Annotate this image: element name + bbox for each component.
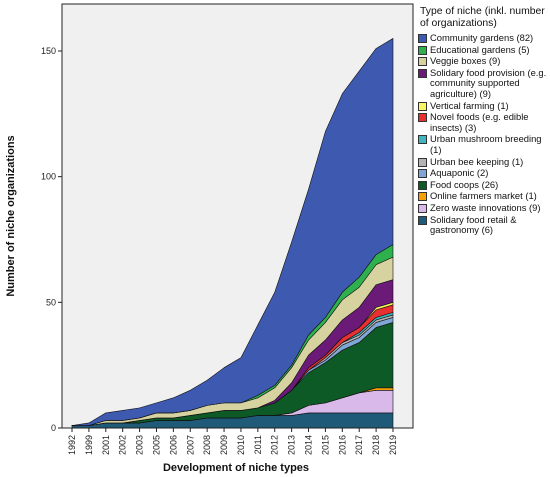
legend-item: Veggie boxes (9) [418, 56, 548, 67]
x-tick-label: 2008 [202, 435, 212, 455]
legend-label: Educational gardens (5) [430, 43, 530, 55]
legend-label: Aquaponic (2) [430, 167, 489, 179]
legend-swatch [418, 215, 427, 225]
y-axis-ticks: 0 50 100 150 [41, 46, 62, 433]
x-tick-label: 2016 [337, 435, 347, 455]
legend-label: Veggie boxes (9) [430, 55, 501, 67]
legend-item: Online farmers market (1) [418, 191, 548, 202]
legend-label: Food coops (26) [430, 178, 499, 190]
y-tick-label: 50 [46, 297, 56, 307]
legend-swatch [418, 57, 427, 67]
legend-swatch [418, 169, 427, 179]
legend-item: Zero waste innovations (9) [418, 201, 548, 214]
legend-label: Zero waste innovations (9) [430, 201, 541, 213]
legend-item: Aquaponic (2) [418, 168, 548, 179]
x-tick-label: 2007 [185, 435, 195, 455]
legend-label: Urban bee keeping (1) [430, 155, 524, 167]
x-tick-label: 2001 [101, 435, 111, 455]
x-tick-label: 2002 [118, 435, 128, 455]
x-tick-label: 2019 [388, 435, 398, 455]
legend-items: Community gardens (82) Educational garden… [418, 32, 548, 236]
legend-swatch [418, 157, 427, 167]
legend-label: Solidary food provision (e.g. community … [430, 66, 547, 99]
legend-swatch [418, 34, 427, 43]
legend-item: Community gardens (82) [418, 32, 548, 44]
legend-title: Type of niche (inkl. number of organizat… [420, 6, 545, 29]
x-tick-label: 2014 [304, 435, 314, 455]
legend-item: Urban bee keeping (1) [418, 155, 548, 168]
y-axis-title: Number of niche organizations [5, 135, 17, 296]
legend-label: Novel foods (e.g. edible insects) (3) [430, 111, 529, 133]
x-tick-label: 2013 [287, 435, 297, 455]
legend-swatch [418, 192, 427, 202]
x-tick-label: 2009 [219, 435, 229, 455]
x-tick-label: 2012 [270, 435, 280, 455]
y-tick-label: 150 [41, 46, 56, 56]
legend: Type of niche (inkl. number of organizat… [418, 6, 548, 237]
x-tick-label: 2010 [236, 435, 246, 455]
legend-swatch [418, 68, 427, 78]
legend-label: Online farmers market (1) [430, 190, 537, 202]
x-tick-label: 2018 [371, 435, 381, 455]
legend-swatch [418, 203, 427, 213]
legend-item: Solidary food retail & gastronomy (6) [418, 213, 548, 236]
legend-swatch [418, 180, 427, 190]
legend-label: Urban mushroom breeding (1) [430, 133, 542, 155]
x-axis-title: Development of niche types [163, 462, 309, 474]
legend-item: Food coops (26) [418, 178, 548, 191]
legend-item: Solidary food provision (e.g. community … [418, 66, 548, 100]
x-axis-ticks: 1992 1999 2001 2002 2003 2005 2006 2007 2008 2009… [67, 428, 398, 455]
legend-swatch [418, 45, 427, 55]
x-tick-label: 2011 [253, 435, 263, 454]
x-tick-label: 2005 [151, 435, 161, 455]
legend-item: Educational gardens (5) [418, 43, 548, 56]
x-tick-label: 2006 [168, 435, 178, 455]
legend-label: Solidary food retail & gastronomy (6) [430, 213, 517, 236]
legend-swatch [418, 135, 427, 145]
x-tick-label: 2015 [320, 435, 330, 455]
legend-item: Novel foods (e.g. edible insects) (3) [418, 111, 548, 133]
area-community-gardens-82 [71, 38, 394, 426]
x-tick-label: 2017 [354, 435, 364, 455]
legend-item: Urban mushroom breeding (1) [418, 133, 548, 155]
x-tick-label: 1999 [84, 435, 94, 455]
legend-label: Vertical farming (1) [430, 99, 509, 111]
legend-swatch [418, 113, 427, 123]
y-tick-label: 0 [51, 423, 56, 433]
x-tick-label: 1992 [67, 435, 77, 455]
x-tick-label: 2003 [135, 435, 145, 455]
legend-item: Vertical farming (1) [418, 99, 548, 112]
legend-swatch [418, 101, 427, 111]
y-tick-label: 100 [41, 172, 56, 182]
plot-frame [61, 3, 414, 429]
legend-label: Community gardens (82) [430, 32, 534, 43]
